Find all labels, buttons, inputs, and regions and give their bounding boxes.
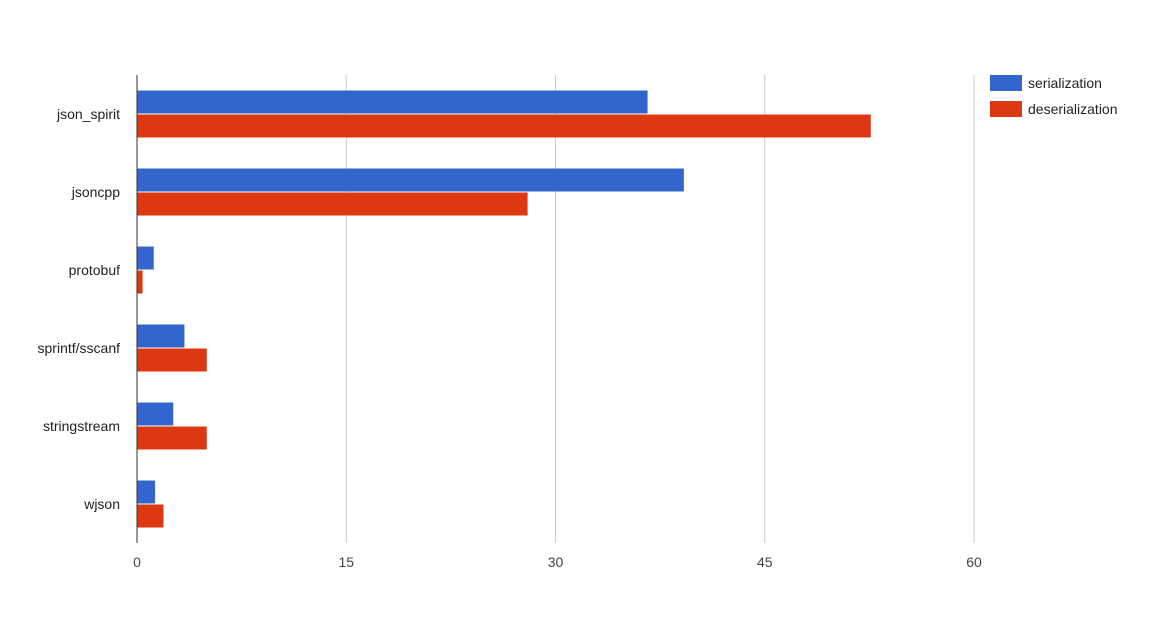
x-tick-label: 0 — [133, 554, 141, 570]
legend-swatch-deserialization — [990, 101, 1022, 117]
category-label: stringstream — [43, 418, 120, 434]
x-tick-label: 60 — [966, 554, 982, 570]
bar-serialization — [137, 402, 174, 426]
bar-deserialization — [137, 426, 207, 450]
legend-label: serialization — [1028, 75, 1102, 91]
legend-swatch-serialization — [990, 75, 1022, 91]
x-tick-labels: 0 15 30 45 60 — [133, 554, 982, 570]
bar-serialization — [137, 90, 648, 114]
bar-serialization — [137, 168, 684, 192]
legend-label: deserialization — [1028, 101, 1118, 117]
category-label: json_spirit — [56, 106, 120, 122]
bar-deserialization — [137, 270, 143, 294]
bar-serialization — [137, 324, 185, 348]
bar-serialization — [137, 480, 156, 504]
bar-serialization — [137, 246, 154, 270]
bar-deserialization — [137, 348, 207, 372]
category-label: wjson — [83, 496, 120, 512]
category-label: protobuf — [69, 262, 120, 278]
bar-deserialization — [137, 504, 164, 528]
category-label: jsoncpp — [71, 184, 120, 200]
bars — [137, 90, 871, 528]
x-tick-label: 45 — [757, 554, 773, 570]
bar-deserialization — [137, 114, 871, 138]
x-tick-label: 15 — [338, 554, 354, 570]
legend: serialization deserialization — [990, 75, 1118, 117]
bar-deserialization — [137, 192, 528, 216]
x-tick-label: 30 — [548, 554, 564, 570]
gridlines — [345, 75, 975, 543]
category-label: sprintf/sscanf — [38, 340, 121, 356]
